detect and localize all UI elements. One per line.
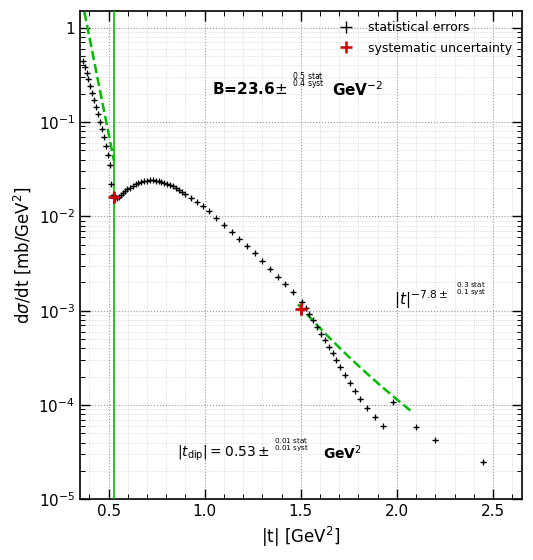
Text: $^{0.01\ \rm{stat}}_{0.01\ \rm{syst}}$: $^{0.01\ \rm{stat}}_{0.01\ \rm{syst}}$ <box>274 437 310 454</box>
Text: $^{0.5\ \rm{stat}}_{0.4\ \rm{syst}}$: $^{0.5\ \rm{stat}}_{0.4\ \rm{syst}}$ <box>292 71 325 93</box>
Text: GeV$^2$: GeV$^2$ <box>323 444 362 463</box>
Text: $^{0.3\ \rm{stat}}_{0.1\ \rm{syst}}$: $^{0.3\ \rm{stat}}_{0.1\ \rm{syst}}$ <box>456 281 486 298</box>
Text: $|t_{\rm dip}|=0.53\pm$: $|t_{\rm dip}|=0.53\pm$ <box>177 444 270 463</box>
Text: GeV$^{-2}$: GeV$^{-2}$ <box>332 80 383 99</box>
X-axis label: |t| [GeV$^2$]: |t| [GeV$^2$] <box>261 525 341 549</box>
Legend:    statistical errors,    systematic uncertainty: statistical errors, systematic uncertain… <box>336 17 515 58</box>
Text: B=23.6$\pm$: B=23.6$\pm$ <box>213 81 288 97</box>
Text: $|t|^{-7.8\pm}$: $|t|^{-7.8\pm}$ <box>394 288 448 311</box>
Y-axis label: d$\sigma$/dt [mb/GeV$^2$]: d$\sigma$/dt [mb/GeV$^2$] <box>11 186 33 324</box>
